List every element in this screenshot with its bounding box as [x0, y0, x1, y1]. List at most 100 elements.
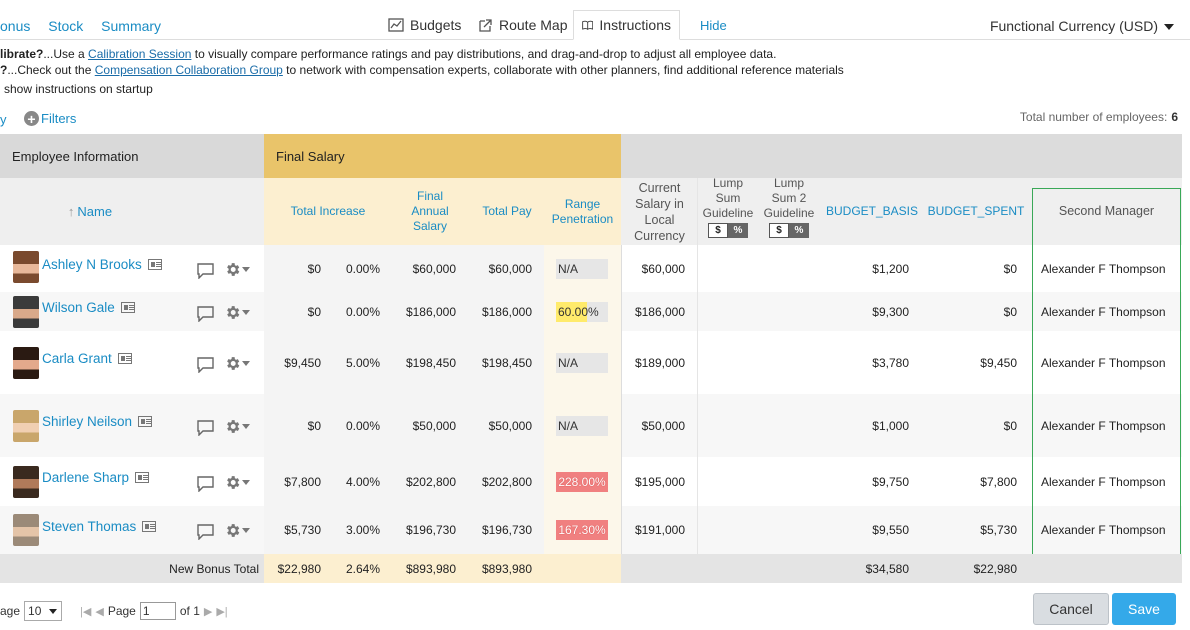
- per-page-select[interactable]: 10: [24, 601, 63, 621]
- first-page-icon[interactable]: |◀: [80, 605, 92, 618]
- increase-amount-cell: $5,730: [284, 523, 321, 537]
- header-label: Final Annual Salary: [411, 189, 449, 233]
- second-manager-cell: Alexander F Thompson: [1041, 355, 1166, 370]
- table-row: Darlene Sharp $7,800 4.00% $202,800 $202,800…: [0, 457, 1182, 506]
- gear-menu-icon[interactable]: [224, 355, 250, 372]
- tab-instructions[interactable]: Instructions: [573, 10, 680, 40]
- range-fill: [556, 520, 608, 540]
- cancel-button[interactable]: Cancel: [1033, 593, 1109, 625]
- group-final-salary: Final Salary: [264, 134, 621, 178]
- budget-spent-cell: $5,730: [980, 523, 1017, 537]
- last-page-icon[interactable]: ▶|: [216, 605, 228, 618]
- increase-amount-cell: $0: [307, 304, 321, 319]
- filters-button[interactable]: + Filters: [24, 111, 76, 126]
- dollar-toggle[interactable]: $: [708, 222, 728, 238]
- total-pay-cell: $196,730: [481, 523, 532, 537]
- employee-name-cell: Darlene Sharp: [42, 453, 150, 502]
- current-salary-cell: $189,000: [634, 355, 685, 370]
- gear-menu-icon[interactable]: [224, 474, 250, 491]
- range-penetration-bar: 228.00%: [556, 472, 608, 492]
- tab-bonus[interactable]: onus: [0, 18, 31, 34]
- comment-icon[interactable]: [197, 263, 214, 282]
- tab-stock[interactable]: Stock: [48, 18, 84, 34]
- show-on-startup-label[interactable]: show instructions on startup: [4, 82, 153, 96]
- total-pay-header[interactable]: Total Pay: [470, 178, 544, 245]
- percent-toggle[interactable]: %: [789, 222, 809, 238]
- toolbar-fragment-link[interactable]: y: [0, 112, 7, 127]
- gear-menu-icon[interactable]: [224, 261, 250, 278]
- totals-increase-percent: 2.64%: [345, 561, 380, 576]
- profile-card-icon[interactable]: [138, 416, 153, 427]
- range-penetration-value: 60.00%: [558, 305, 599, 319]
- dollar-toggle[interactable]: $: [769, 222, 789, 238]
- budgets-button[interactable]: Budgets: [380, 10, 469, 40]
- final-annual-salary-cell: $196,730: [405, 523, 456, 537]
- profile-card-icon[interactable]: [117, 353, 132, 364]
- budget-spent-cell: $7,800: [980, 474, 1017, 489]
- employee-name-link[interactable]: Ashley N Brooks: [42, 257, 142, 272]
- final-annual-salary-cell: $60,000: [412, 261, 456, 276]
- avatar[interactable]: [13, 347, 39, 379]
- budget-basis-header[interactable]: BUDGET_BASIS: [822, 178, 922, 245]
- profile-card-icon[interactable]: [135, 472, 150, 483]
- next-page-icon[interactable]: ▶: [203, 605, 213, 618]
- route-map-button[interactable]: Route Map: [470, 10, 575, 40]
- page-label: Page: [107, 604, 136, 618]
- range-penetration-bar: N/A: [556, 353, 608, 373]
- comment-icon[interactable]: [197, 524, 214, 543]
- avatar[interactable]: [13, 514, 39, 546]
- current-salary-cell: $50,000: [641, 418, 685, 433]
- budget-spent-header[interactable]: BUDGET_SPENT: [922, 178, 1030, 245]
- profile-card-icon[interactable]: [120, 302, 135, 313]
- percent-toggle[interactable]: %: [728, 222, 748, 238]
- profile-card-icon[interactable]: [147, 259, 162, 270]
- row-bg: [622, 394, 697, 457]
- range-penetration-bar: 60.00%: [556, 302, 608, 322]
- increase-percent-cell: 0.00%: [345, 418, 380, 433]
- gear-menu-icon[interactable]: [224, 418, 250, 435]
- currency-dropdown[interactable]: Functional Currency (USD): [990, 18, 1174, 34]
- instruction-prefix: ?: [0, 63, 8, 77]
- comment-icon[interactable]: [197, 357, 214, 376]
- group-label: Employee Information: [12, 148, 139, 164]
- employee-name-link[interactable]: Carla Grant: [42, 351, 112, 366]
- avatar[interactable]: [13, 466, 39, 498]
- currency-toggle[interactable]: $%: [708, 222, 748, 238]
- table-row: Steven Thomas $5,730 3.00% $196,730 $196,730…: [0, 506, 1182, 554]
- prev-page-icon[interactable]: ◀: [95, 605, 104, 618]
- final-annual-salary-cell: $198,450: [405, 355, 456, 370]
- total-pay-cell: $50,000: [488, 418, 532, 433]
- save-label: Save: [1128, 601, 1160, 617]
- comment-icon[interactable]: [197, 306, 214, 325]
- save-button[interactable]: Save: [1112, 593, 1176, 625]
- calibration-session-link[interactable]: Calibration Session: [88, 47, 192, 61]
- avatar[interactable]: [13, 251, 39, 283]
- avatar[interactable]: [13, 296, 39, 328]
- compensation-group-link[interactable]: Compensation Collaboration Group: [94, 63, 283, 77]
- gear-menu-icon[interactable]: [224, 304, 250, 321]
- total-increase-header[interactable]: Total Increase: [264, 178, 392, 245]
- hide-link[interactable]: Hide: [700, 18, 727, 33]
- comment-icon[interactable]: [197, 420, 214, 439]
- final-annual-salary-cell: $186,000: [405, 304, 456, 319]
- currency-toggle[interactable]: $%: [769, 222, 809, 238]
- gear-menu-icon[interactable]: [224, 522, 250, 539]
- final-annual-salary-header[interactable]: Final Annual Salary: [400, 178, 460, 245]
- employee-name-link[interactable]: Shirley Neilson: [42, 414, 133, 429]
- page-input[interactable]: 1: [139, 602, 176, 620]
- employee-name-link[interactable]: Darlene Sharp: [42, 470, 130, 485]
- divider: [621, 245, 622, 583]
- final-annual-salary-cell: $50,000: [412, 418, 456, 433]
- row-bg: [698, 506, 1182, 554]
- row-bg: [698, 292, 1182, 331]
- employee-name-link[interactable]: Wilson Gale: [42, 300, 115, 315]
- employee-name-link[interactable]: Steven Thomas: [42, 518, 137, 534]
- profile-card-icon[interactable]: [142, 520, 157, 532]
- range-penetration-header[interactable]: Range Penetration: [544, 178, 621, 245]
- name-column-header[interactable]: ↑ Name: [0, 178, 180, 245]
- tab-summary[interactable]: Summary: [101, 18, 162, 34]
- comment-icon[interactable]: [197, 476, 214, 495]
- table-row: Ashley N Brooks $0 0.00% $60,000 $60,000 $60,…: [0, 245, 1182, 292]
- avatar[interactable]: [13, 410, 39, 442]
- employee-name-cell: Wilson Gale: [42, 288, 135, 327]
